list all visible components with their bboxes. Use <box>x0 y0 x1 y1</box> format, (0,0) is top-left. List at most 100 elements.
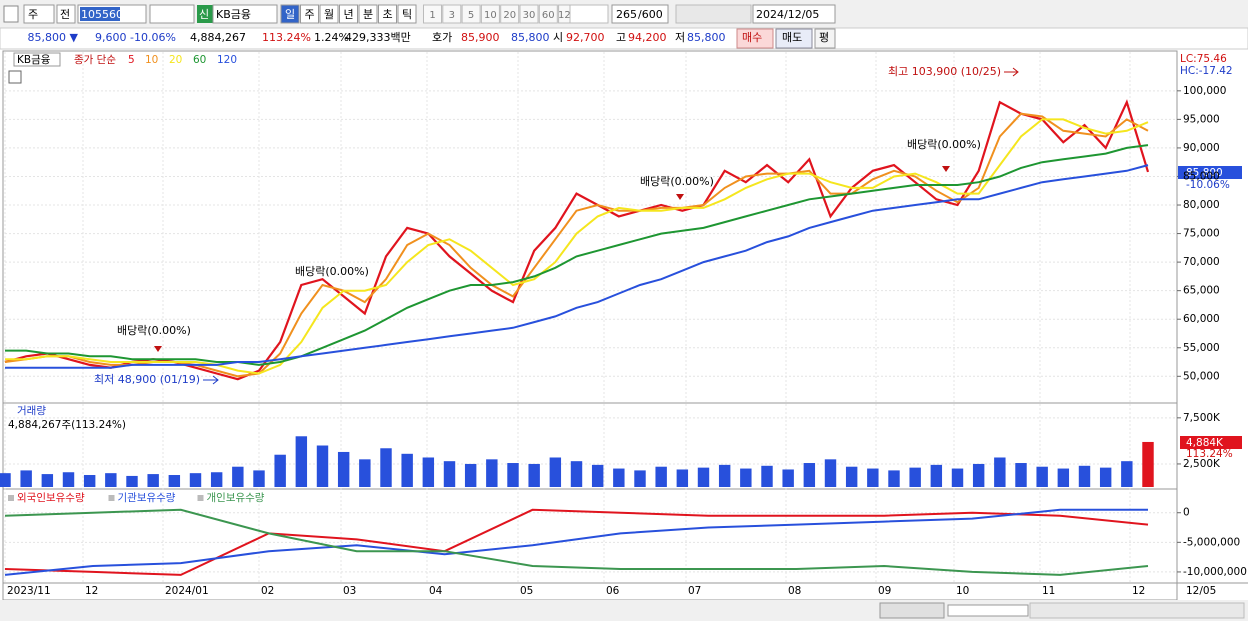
low-annotation: 최저 48,900 (01/19) <box>94 373 200 386</box>
volume-ratio: 113.24% <box>262 31 311 44</box>
price-subtitle: 종가 단순 <box>74 54 116 66</box>
period-button[interactable] <box>319 4 339 24</box>
series-line <box>4 508 1148 576</box>
change-pct: -10.06% <box>130 31 176 44</box>
x-tick-label: 2024/01 <box>165 585 209 597</box>
compare-button[interactable] <box>56 4 76 24</box>
high-annotation: 최고 103,900 (10/25) <box>888 65 1001 78</box>
table-icon[interactable] <box>8 70 22 84</box>
interval-label: 5 <box>468 10 474 21</box>
zoom-slider[interactable] <box>947 604 1029 617</box>
quote-label: 호가 <box>432 31 452 44</box>
volume-bar <box>803 463 816 487</box>
volume-bar <box>486 459 498 487</box>
period-select[interactable] <box>23 4 55 24</box>
legend-entry: 10 <box>145 54 158 66</box>
volume-bar <box>443 461 456 487</box>
volume-bar <box>761 465 773 487</box>
legend-swatch <box>197 495 204 501</box>
price: 85,800 ▼ <box>28 31 79 44</box>
y-tick-label: 55,000 <box>1183 342 1220 354</box>
menu-button[interactable] <box>3 5 19 23</box>
arrow <box>203 375 219 385</box>
interval-label: 120 <box>558 10 577 21</box>
period-button[interactable] <box>339 4 358 24</box>
volume-bar <box>1036 466 1048 487</box>
volume-bar <box>337 451 350 487</box>
interval-button[interactable] <box>538 4 558 24</box>
volume-bar <box>951 468 964 487</box>
x-tick-label: 05 <box>520 585 533 597</box>
volume: 4,884,267 <box>190 31 246 44</box>
volume-subtitle: 4,884,267주(113.24%) <box>8 419 126 431</box>
volume-bar <box>147 474 159 487</box>
blank-select[interactable] <box>569 4 609 24</box>
interval-button[interactable] <box>461 4 481 24</box>
series-line <box>4 99 1150 381</box>
interval-button[interactable] <box>423 4 442 24</box>
volume-bar <box>528 463 540 487</box>
nav-buttons[interactable] <box>879 602 945 619</box>
volume-bar <box>676 469 689 487</box>
tool-icons[interactable] <box>675 4 752 24</box>
last-price-box <box>1178 166 1242 179</box>
sell: 매도 <box>782 31 802 44</box>
dividend-annotation: 배당락(0.00%) <box>907 138 981 151</box>
volume-bar <box>401 453 413 487</box>
credit-badge <box>197 5 213 23</box>
period-button[interactable] <box>378 4 397 24</box>
date: 2024/12/05 <box>756 8 819 21</box>
volume-bar <box>380 448 392 487</box>
last-volume: 4,884K <box>1186 437 1224 449</box>
legend-entry: 외국인보유수량 <box>17 492 85 504</box>
x-tick-label: 11 <box>1042 585 1055 597</box>
y-tick-label: 75,000 <box>1183 228 1220 240</box>
volume-bar <box>549 457 562 487</box>
y-tick-label: 2,500K <box>1183 458 1221 470</box>
volume-bar <box>41 474 54 487</box>
eval-button[interactable] <box>814 28 836 49</box>
series-line <box>5 144 1149 366</box>
interval-button[interactable] <box>500 4 520 24</box>
y-tick-label: 60,000 <box>1183 313 1220 325</box>
high: 94,200 <box>628 31 667 44</box>
period-button[interactable] <box>280 4 300 24</box>
legend-entry: 기관보유수량 <box>118 492 176 504</box>
volume-bar <box>930 464 943 487</box>
interval-button[interactable] <box>480 4 500 24</box>
x-tick-label: 03 <box>343 585 356 597</box>
bid: 85,800 <box>511 31 550 44</box>
dividend-annotation: 배당락(0.00%) <box>117 324 191 337</box>
volume-bar <box>210 472 223 487</box>
sell-button[interactable] <box>775 28 813 49</box>
x-tick-label: 2023/11 <box>7 585 51 597</box>
y-tick-label: 0 <box>1183 507 1190 519</box>
interval-label: 10 <box>484 10 497 21</box>
period-button[interactable] <box>300 4 319 24</box>
interval-button[interactable] <box>442 4 462 24</box>
quote-bar <box>0 27 1248 50</box>
volume-bar <box>570 461 583 487</box>
tool-buttons[interactable] <box>1029 602 1245 619</box>
amount: 429,333백만 <box>345 31 411 44</box>
lc: LC:75.46 <box>1180 53 1227 65</box>
volume-bar <box>867 468 879 487</box>
buy-button[interactable] <box>736 28 774 49</box>
search-button[interactable] <box>149 4 195 24</box>
volume-bar <box>1078 465 1091 487</box>
volume-bar <box>1099 467 1112 487</box>
volume-bar <box>718 464 731 487</box>
count-box[interactable] <box>611 4 669 24</box>
interval-button[interactable] <box>519 4 539 24</box>
period-button[interactable] <box>397 4 417 24</box>
period-label: 틱 <box>402 8 412 21</box>
volume-bar <box>359 459 371 487</box>
date-box[interactable] <box>752 4 836 24</box>
x-tick-label: 12 <box>85 585 98 597</box>
open-label: 시 <box>553 31 563 44</box>
x-tick-label: 09 <box>878 585 891 597</box>
volume-bar <box>824 459 837 487</box>
volume-bar <box>316 445 329 487</box>
y-tick-label: 65,000 <box>1183 285 1220 297</box>
period-button[interactable] <box>358 4 378 24</box>
